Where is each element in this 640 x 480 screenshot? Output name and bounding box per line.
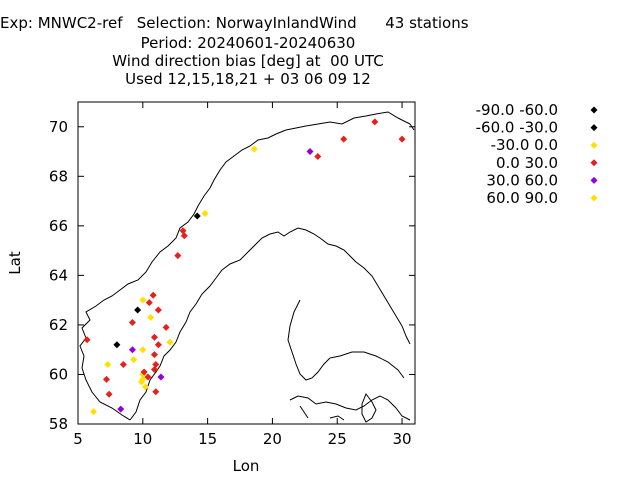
legend-label: 60.0 90.0 [486,189,558,207]
station-point [141,383,149,391]
station-point [152,361,160,369]
legend-marker [590,141,598,149]
station-point [193,212,201,220]
y-tick-label: 70 [49,118,68,136]
y-tick-label: 62 [49,316,68,334]
station-point [154,341,162,349]
station-point [157,373,165,381]
legend-label: 30.0 60.0 [486,171,558,189]
x-axis: 5 10 15 20 25 30 [73,102,412,448]
station-point [166,338,174,346]
station-point [140,368,148,376]
station-point [145,299,153,307]
station-point [371,118,379,126]
station-point [179,227,187,235]
station-point [150,333,158,341]
station-point [250,145,258,153]
station-point [340,135,348,143]
station-point [128,318,136,326]
y-axis-label: Lat [6,251,24,275]
x-tick-label: 25 [328,430,347,448]
y-tick-label: 68 [49,167,68,185]
station-point [90,408,98,416]
station-point [117,405,125,413]
plot-frame [77,101,416,425]
legend-label: -90.0 -60.0 [476,101,558,119]
legend-label: 0.0 30.0 [496,154,558,172]
station-point [104,361,112,369]
station-point [152,388,160,396]
station-point [398,135,406,143]
y-tick-label: 64 [49,266,68,284]
y-tick-label: 66 [49,217,68,235]
x-tick-label: 20 [263,430,282,448]
station-point [105,390,113,398]
station-point [103,375,111,383]
legend-marker [590,124,598,132]
x-axis-label: Lon [233,457,260,475]
station-point [139,375,147,383]
station-point [139,296,147,304]
chart-title-line-1: Exp: MNWC2-ref Selection: NorwayInlandWi… [0,14,469,32]
station-point [147,313,155,321]
coastline-map [79,111,415,423]
station-point [162,323,170,331]
station-point [139,346,147,354]
station-point [306,148,314,156]
station-point [150,366,158,374]
y-tick-label: 60 [49,365,68,383]
legend-label: -30.0 0.0 [491,136,558,154]
legend: -90.0 -60.0-60.0 -30.0-30.0 0.00.0 30.03… [476,101,598,207]
y-axis: 58 60 62 64 66 68 70 [49,118,415,433]
station-point [119,361,127,369]
station-point [134,306,142,314]
legend-marker [590,194,598,202]
station-point [180,232,188,240]
station-point [201,209,209,217]
station-point [144,373,152,381]
station-point [128,346,136,354]
legend-marker [590,106,598,114]
station-point [154,306,162,314]
station-point [149,291,157,299]
station-point [130,356,138,364]
x-tick-label: 5 [73,430,83,448]
chart-title-line-2: Period: 20240601-20240630 [140,34,356,52]
y-tick-label: 58 [49,415,68,433]
chart-title-line-3: Wind direction bias [deg] at 00 UTC [112,52,384,70]
legend-marker [590,159,598,167]
legend-label: -60.0 -30.0 [476,119,558,137]
station-point [174,252,182,260]
x-tick-label: 15 [198,430,217,448]
station-point [113,341,121,349]
chart-title-line-4: Used 12,15,18,21 + 03 06 09 12 [125,70,371,88]
x-tick-label: 30 [392,430,411,448]
station-point [150,351,158,359]
station-points [83,118,406,416]
station-point [83,336,91,344]
station-point [314,152,322,160]
legend-marker [590,176,598,184]
x-tick-label: 10 [133,430,152,448]
